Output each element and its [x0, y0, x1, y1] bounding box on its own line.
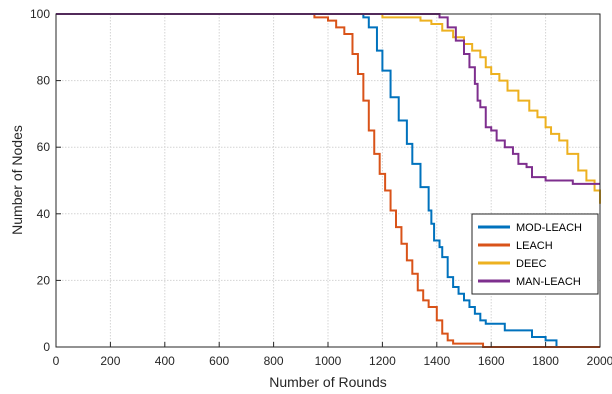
x-tick-label: 400: [155, 354, 175, 368]
series-lines: [56, 13, 601, 348]
x-tick-label: 1200: [369, 354, 396, 368]
y-axis-title: Number of Nodes: [9, 125, 25, 235]
legend-label: DEEC: [516, 258, 547, 270]
series-line-deec: [56, 13, 601, 204]
x-axis-ticks: 0 200 400 600 800 1000 1200 1400 1600 1800 2000: [53, 342, 612, 368]
y-tick-label: 20: [37, 273, 51, 287]
x-axis-title: Number of Rounds: [269, 374, 387, 390]
x-tick-label: 800: [264, 354, 284, 368]
y-tick-label: 60: [37, 140, 51, 154]
x-tick-label: 2000: [587, 354, 612, 368]
legend: MOD-LEACH LEACH DEEC MAN-LEACH: [471, 213, 599, 295]
x-tick-label: 1000: [315, 354, 342, 368]
y-tick-label: 100: [30, 7, 50, 21]
y-tick-label: 80: [37, 74, 51, 88]
x-tick-label: 200: [100, 354, 120, 368]
series-line-mod-leach: [56, 13, 600, 348]
x-tick-label: 1400: [423, 354, 450, 368]
x-tick-label: 0: [53, 354, 60, 368]
y-axis-ticks: 0 20 40 60 80 100: [30, 7, 61, 354]
y-tick-label: 40: [37, 207, 51, 221]
x-tick-label: 600: [209, 354, 229, 368]
legend-label: LEACH: [516, 240, 553, 252]
y-tick-label: 0: [43, 340, 50, 354]
series-line-leach: [56, 13, 600, 348]
series-line-man-leach: [56, 13, 600, 185]
legend-label: MAN-LEACH: [516, 276, 581, 288]
x-tick-label: 1800: [532, 354, 559, 368]
legend-label: MOD-LEACH: [516, 222, 582, 234]
x-tick-label: 1600: [478, 354, 505, 368]
